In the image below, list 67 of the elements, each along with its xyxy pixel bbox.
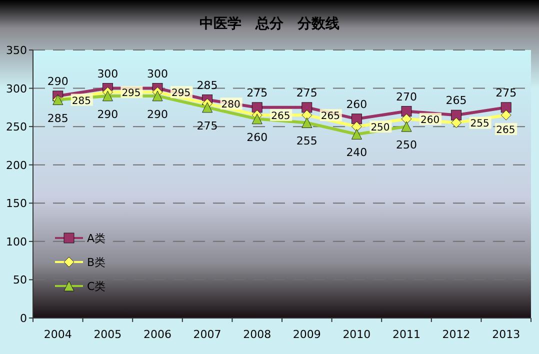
x-tick-label: 2009 xyxy=(292,328,321,341)
point xyxy=(252,102,262,113)
point xyxy=(302,118,312,128)
x-tick-label: 2008 xyxy=(243,328,272,341)
data-label: 240 xyxy=(346,146,368,160)
data-label: 270 xyxy=(396,90,417,104)
data-label: 290 xyxy=(47,74,68,88)
y-tick-label: 150 xyxy=(6,197,27,210)
y-tick-label: 100 xyxy=(6,235,27,248)
point xyxy=(302,102,312,113)
data-label: 275 xyxy=(296,86,318,100)
point xyxy=(451,110,462,120)
data-label: 295 xyxy=(122,88,141,100)
data-label: 260 xyxy=(420,114,440,126)
data-label: 265 xyxy=(320,111,340,122)
x-tick-label: 2010 xyxy=(342,328,371,341)
data-label: 275 xyxy=(196,119,218,132)
point xyxy=(451,118,462,128)
y-tick-label: 200 xyxy=(6,158,27,172)
point xyxy=(202,102,212,113)
x-tick-label: 2005 xyxy=(94,328,122,341)
data-label: 295 xyxy=(172,88,191,100)
point xyxy=(401,121,412,132)
y-tick-label: 350 xyxy=(6,44,27,57)
data-label: 255 xyxy=(470,118,490,130)
data-label: 260 xyxy=(246,130,268,144)
data-label: 300 xyxy=(147,67,168,80)
data-label: 275 xyxy=(246,86,268,100)
y-tick-label: 250 xyxy=(6,120,27,134)
y-tick-label: 50 xyxy=(13,274,27,287)
data-label: 265 xyxy=(271,111,290,122)
data-label: 250 xyxy=(396,138,417,152)
data-label: 290 xyxy=(97,108,118,121)
y-tick-label: 0 xyxy=(20,312,27,325)
data-label: 275 xyxy=(496,86,517,100)
data-label: 250 xyxy=(370,122,390,134)
legend-label: A类 xyxy=(87,232,106,245)
legend-label: C类 xyxy=(87,280,106,293)
data-label: 280 xyxy=(221,100,240,111)
data-label: 300 xyxy=(97,67,118,80)
x-tick-label: 2007 xyxy=(193,328,222,341)
data-label: 260 xyxy=(346,98,368,111)
data-label: 255 xyxy=(296,134,318,148)
chart-title: 中医学 总分 分数线 xyxy=(200,16,340,32)
x-tick-label: 2012 xyxy=(442,328,470,341)
data-label: 290 xyxy=(147,108,168,121)
data-label: 285 xyxy=(72,96,91,107)
data-label: 265 xyxy=(496,125,516,136)
point xyxy=(302,110,312,120)
data-label: 285 xyxy=(47,112,68,125)
y-tick-label: 300 xyxy=(6,82,27,96)
x-tick-label: 2013 xyxy=(492,328,520,341)
point xyxy=(352,129,362,140)
point xyxy=(352,114,362,124)
data-label: 265 xyxy=(446,94,467,108)
point xyxy=(152,90,163,102)
x-tick-label: 2006 xyxy=(144,328,172,341)
point xyxy=(352,121,362,132)
legend-label: B类 xyxy=(87,256,106,269)
x-tick-label: 2004 xyxy=(44,328,72,341)
point xyxy=(252,114,262,124)
point xyxy=(102,90,113,102)
point xyxy=(401,114,412,124)
data-label: 285 xyxy=(196,78,218,92)
point xyxy=(500,110,512,120)
point xyxy=(500,102,512,113)
x-tick-label: 2011 xyxy=(392,328,420,341)
